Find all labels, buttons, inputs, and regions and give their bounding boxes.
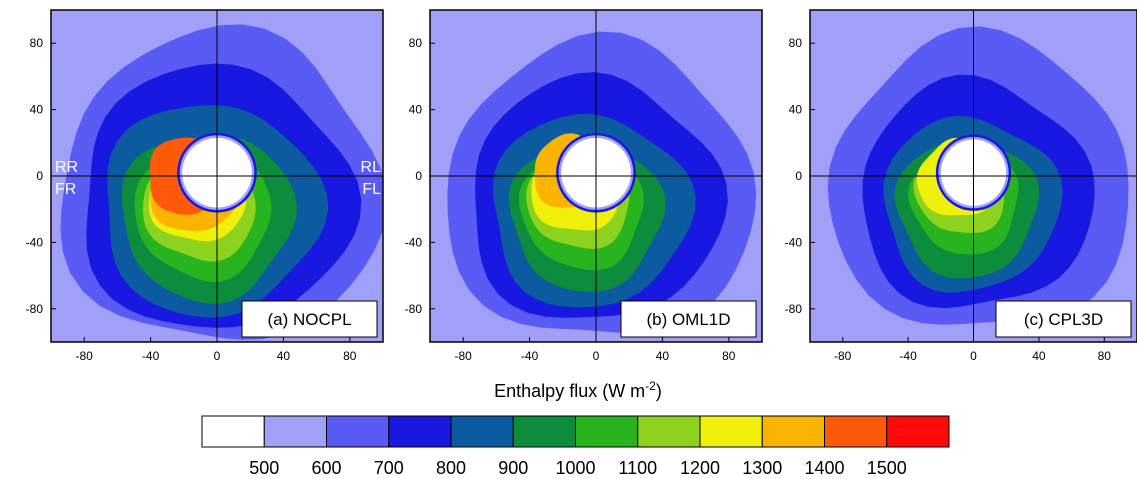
quadrant-label-fr: FR	[55, 181, 76, 198]
panel-label: (c) CPL3D	[1024, 310, 1103, 329]
x-tick-label: 0	[593, 349, 600, 363]
panel-label-box	[995, 300, 1132, 338]
contour-field	[51, 10, 383, 342]
panel-label-box	[620, 300, 757, 338]
y-tick-label: 40	[409, 103, 423, 117]
colorbar-tick-label: 600	[311, 458, 341, 478]
x-tick-label: 80	[1098, 349, 1112, 363]
y-tick-label: 0	[795, 169, 802, 183]
quadrant-label-fl: FL	[362, 181, 381, 198]
y-tick-label: 40	[789, 103, 803, 117]
colorbar-swatch	[450, 415, 514, 448]
x-tick-label: 0	[214, 349, 221, 363]
x-axis-title: Enthalpy flux (W m-2)	[494, 379, 662, 401]
x-tick-label: 0	[970, 349, 977, 363]
x-tick-label: -80	[76, 349, 94, 363]
colorbar-swatch	[886, 415, 950, 448]
x-tick-label: 80	[343, 349, 357, 363]
x-tick-label: 40	[656, 349, 670, 363]
x-tick-label: -80	[455, 349, 473, 363]
colorbar-tick-label: 800	[436, 458, 466, 478]
colorbar-swatch	[326, 415, 390, 448]
x-tick-label: 40	[1032, 349, 1046, 363]
quadrant-label-rr: RR	[55, 159, 78, 176]
y-tick-label: -40	[785, 235, 803, 249]
panel-label-box	[241, 300, 378, 338]
x-tick-label: 40	[277, 349, 291, 363]
y-tick-label: -80	[405, 302, 423, 316]
colorbar-tick-label: 1400	[804, 458, 844, 478]
x-tick-label: -40	[521, 349, 539, 363]
panel-1: 80 40 0 -40 -80 -80 -40 0 40 80 (a) NOCPL RR FR RL FL	[26, 9, 384, 363]
colorbar-tick-label: 1500	[867, 458, 907, 478]
colorbar-swatch	[388, 415, 452, 448]
y-tick-label: 0	[36, 169, 43, 183]
x-tick-label: -80	[834, 349, 852, 363]
y-tick-label: 80	[789, 36, 803, 50]
colorbar-swatch	[637, 415, 701, 448]
y-tick-label: 80	[409, 36, 423, 50]
colorbar-swatch	[512, 415, 576, 448]
y-tick-label: 0	[415, 169, 422, 183]
x-tick-label: -40	[899, 349, 917, 363]
panel-2: 80 40 0 -40 -80 -80 -40 0 40 80 (b) OML1D	[405, 9, 763, 363]
colorbar-tick-label: 1100	[618, 458, 657, 478]
y-tick-label: -80	[26, 302, 44, 316]
colorbar-tick-label: 700	[374, 458, 404, 478]
colorbar-swatch	[575, 415, 639, 448]
panel-label: (b) OML1D	[646, 310, 730, 329]
y-tick-label: 40	[30, 103, 44, 117]
colorbar-swatch	[824, 415, 888, 448]
colorbar-swatch	[699, 415, 763, 448]
x-tick-label: -40	[142, 349, 160, 363]
colorbar-tick-label: 900	[498, 458, 528, 478]
colorbar-swatch	[761, 415, 825, 448]
y-tick-label: -40	[26, 235, 44, 249]
colorbar-tick-label: 1300	[742, 458, 782, 478]
quadrant-label-rl: RL	[361, 159, 382, 176]
x-tick-label: 80	[722, 349, 736, 363]
y-tick-label: -40	[405, 235, 423, 249]
colorbar-tick-label: 1200	[680, 458, 720, 478]
y-tick-label: -80	[785, 302, 803, 316]
panel-3: 80 40 0 -40 -80 -80 -40 0 40 80 (c) CPL3D	[785, 9, 1137, 363]
colorbar-tick-label: 1000	[555, 458, 595, 478]
colorbar-swatch	[263, 415, 327, 448]
colorbar-tick-label: 500	[249, 458, 279, 478]
panel-label: (a) NOCPL	[267, 310, 351, 329]
colorbar: 500 600 700 800 900 1000 1100 1200 1300 1400 1500	[201, 415, 950, 478]
y-tick-label: 80	[30, 36, 44, 50]
colorbar-swatch	[201, 415, 265, 448]
